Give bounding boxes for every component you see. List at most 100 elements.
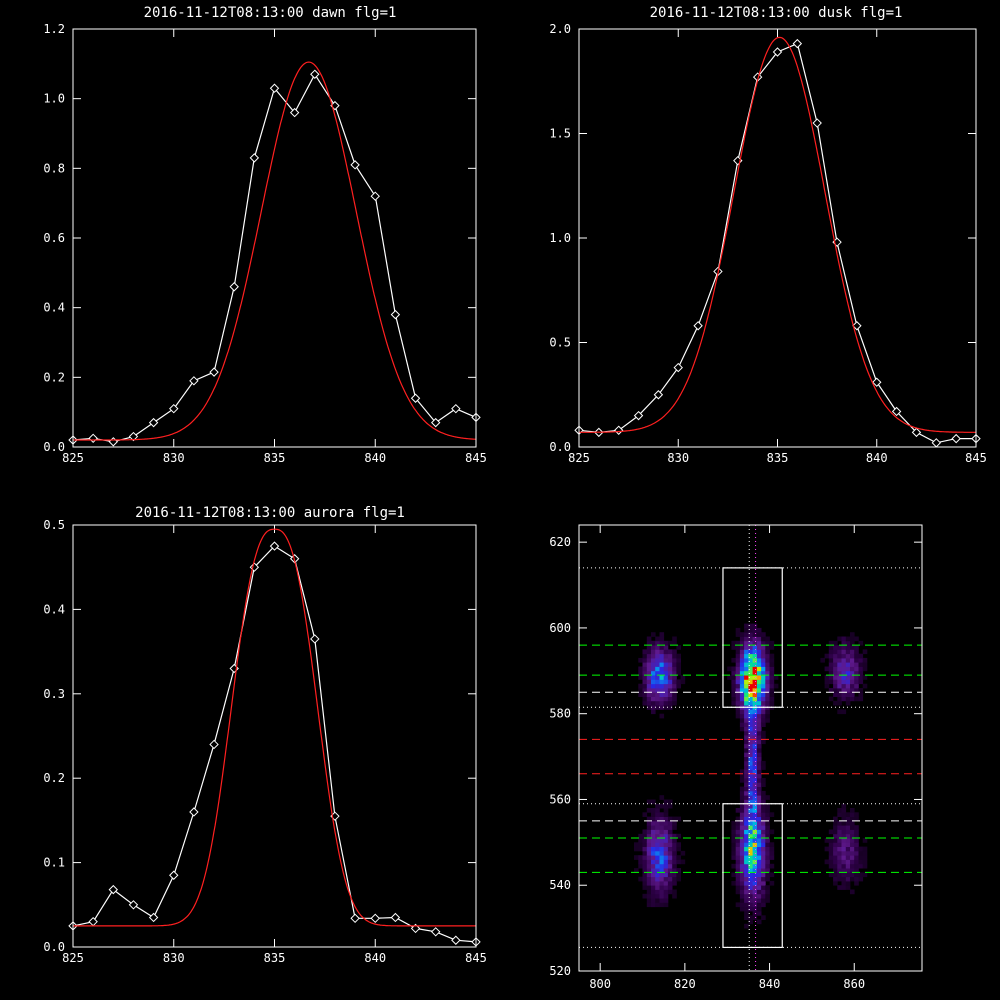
data-point bbox=[350, 160, 360, 170]
heatmap-cell bbox=[850, 842, 855, 847]
heatmap-cell bbox=[748, 825, 753, 830]
heatmap-cell bbox=[739, 657, 745, 663]
observed-line bbox=[72, 73, 477, 443]
heatmap-cell bbox=[756, 778, 762, 783]
heatmap-cell bbox=[845, 670, 851, 676]
heatmap-cell bbox=[845, 683, 851, 689]
heatmap-cell bbox=[752, 739, 758, 745]
heatmap-cell bbox=[841, 696, 847, 702]
heatmap-cell bbox=[744, 696, 749, 702]
heatmap-cell bbox=[646, 649, 652, 655]
data-point bbox=[370, 913, 380, 924]
heatmap-cell bbox=[769, 880, 775, 886]
heatmap-cell bbox=[845, 838, 851, 843]
heatmap-cell bbox=[756, 662, 762, 667]
dawn-plot-title: 2016-11-12T08:13:00 dawn flg=1 bbox=[144, 5, 397, 21]
heatmap-cell bbox=[744, 700, 749, 706]
heatmap-cell bbox=[646, 683, 652, 689]
heatmap-cell bbox=[642, 880, 648, 886]
heatmap-cell bbox=[651, 825, 656, 830]
heatmap-cell bbox=[642, 885, 648, 890]
data-point bbox=[451, 935, 461, 945]
heatmap-cell bbox=[854, 679, 859, 685]
heatmap-cell bbox=[655, 842, 660, 847]
heatmap-cell bbox=[761, 782, 766, 787]
heatmap-cell bbox=[756, 893, 762, 899]
heatmap-cell bbox=[761, 692, 766, 697]
heatmap-cell bbox=[752, 876, 758, 882]
heatmap-cell bbox=[646, 662, 652, 667]
heatmap-cell bbox=[850, 645, 855, 650]
heatmap-cell bbox=[651, 657, 656, 663]
heatmap-cell bbox=[850, 846, 855, 852]
heatmap-cell bbox=[765, 868, 770, 873]
heatmap-cell bbox=[752, 773, 758, 779]
heatmap-cell bbox=[845, 829, 851, 835]
heatmap-cell bbox=[845, 846, 851, 852]
heatmap-cell bbox=[739, 795, 745, 800]
heatmap-cell bbox=[655, 670, 660, 676]
heatmap-cell bbox=[638, 833, 643, 839]
heatmap-cell bbox=[731, 842, 736, 847]
heatmap-cell bbox=[756, 812, 762, 817]
heatmap-cell bbox=[739, 675, 745, 680]
heatmap-cell bbox=[739, 816, 745, 822]
heatmap-cell bbox=[748, 773, 753, 779]
y-tick-label: 520 bbox=[549, 964, 571, 978]
heatmap-cell bbox=[828, 670, 834, 676]
data-point bbox=[209, 739, 219, 750]
heatmap-cell bbox=[739, 726, 745, 732]
heatmap-cell bbox=[769, 692, 775, 697]
heatmap-cell bbox=[833, 859, 838, 865]
heatmap-cell bbox=[769, 662, 775, 667]
heatmap-cell bbox=[761, 675, 766, 680]
heatmap-cell bbox=[655, 696, 660, 702]
heatmap-cell bbox=[752, 911, 758, 916]
heatmap-cell bbox=[663, 675, 669, 680]
heatmap-cell bbox=[765, 829, 770, 835]
heatmap-cell bbox=[663, 662, 669, 667]
heatmap-cell bbox=[850, 636, 855, 642]
heatmap-cell bbox=[752, 829, 758, 835]
heatmap-cell bbox=[663, 705, 669, 710]
heatmap-cell bbox=[756, 850, 762, 856]
heatmap-cell bbox=[735, 632, 741, 637]
heatmap-cell bbox=[663, 863, 669, 869]
heatmap-cell bbox=[659, 632, 665, 637]
heatmap-cell bbox=[735, 808, 741, 813]
heatmap-cell bbox=[651, 902, 656, 908]
heatmap-cell bbox=[756, 765, 762, 770]
heatmap-cell bbox=[756, 709, 762, 715]
heatmap-cell bbox=[638, 876, 643, 882]
y-tick-label: 0.0 bbox=[43, 440, 65, 454]
dusk-spectrum-plot: 2016-11-12T08:13:00 dusk flg=1 825 830 835… bbox=[549, 5, 987, 465]
heatmap-cell bbox=[765, 820, 770, 826]
heatmap-cell bbox=[752, 657, 758, 663]
heatmap-cell bbox=[655, 829, 660, 835]
heatmap-cell bbox=[744, 795, 749, 800]
heatmap-cell bbox=[854, 675, 859, 680]
heatmap-cell bbox=[634, 846, 639, 852]
heatmap-cell bbox=[752, 623, 758, 629]
heatmap-cell bbox=[651, 876, 656, 882]
heatmap-cell bbox=[858, 666, 864, 672]
heatmap-cell bbox=[752, 803, 758, 809]
heatmap-cell bbox=[765, 898, 770, 903]
heatmap-cell bbox=[752, 778, 758, 783]
heatmap-cell bbox=[756, 829, 762, 835]
heatmap-cell bbox=[850, 632, 855, 637]
heatmap-cell bbox=[731, 666, 736, 672]
heatmap-cell bbox=[837, 688, 842, 693]
heatmap-cell bbox=[858, 850, 864, 856]
heatmap-cell bbox=[667, 859, 673, 865]
heatmap-cell bbox=[845, 859, 851, 865]
heatmap-cell bbox=[744, 820, 749, 826]
heatmap-cell bbox=[739, 902, 745, 908]
heatmap-cell bbox=[761, 696, 766, 702]
heatmap-cell bbox=[676, 855, 681, 860]
heatmap-cell bbox=[752, 692, 758, 697]
heatmap-cell bbox=[663, 688, 669, 693]
heatmap-cell bbox=[642, 662, 648, 667]
x-tick-label: 830 bbox=[163, 451, 185, 465]
heatmap-cell bbox=[651, 666, 656, 672]
